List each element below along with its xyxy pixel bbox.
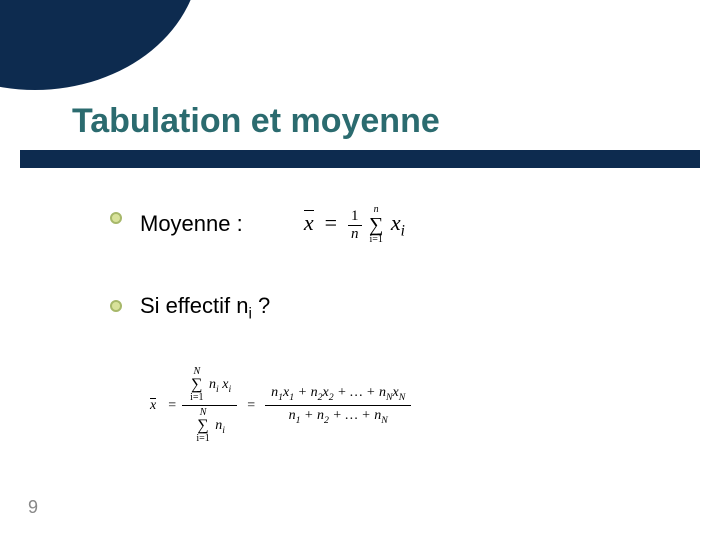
bullet-text-1: Moyenne : x = 1 n n ∑ i=1 xi	[140, 205, 405, 245]
bullet-item-1: Moyenne : x = 1 n n ∑ i=1 xi	[110, 205, 670, 245]
sigma2-lower-den: i=1	[196, 434, 209, 444]
corner-decoration	[0, 0, 250, 100]
bullet-1-label: Moyenne :	[140, 211, 243, 236]
sigma-lower: i=1	[369, 235, 383, 245]
sigma-icon: ∑	[369, 215, 383, 235]
formula-mean: x = 1 n n ∑ i=1 xi	[304, 205, 405, 245]
slide-number: 9	[28, 497, 38, 518]
bullet-2-label: Si effectif n	[140, 293, 248, 318]
bullet-item-2: Si effectif ni ?	[110, 293, 670, 323]
bullet-icon	[110, 300, 122, 312]
sigma2-lower-num: i=1	[190, 393, 203, 403]
formula-weighted-mean: x = N ∑ i=1 ni xi N ∑ i=1 ni = n1x1 + n2…	[150, 365, 630, 446]
title-underline	[20, 150, 700, 168]
bullet-text-2: Si effectif ni ?	[140, 293, 270, 323]
bullet-icon	[110, 212, 122, 224]
sigma-icon: ∑	[190, 377, 203, 393]
slide-title: Tabulation et moyenne	[72, 102, 440, 141]
sigma-icon: ∑	[196, 418, 209, 434]
frac-num-1: 1	[348, 208, 362, 226]
content-area: Moyenne : x = 1 n n ∑ i=1 xi Si effectif…	[110, 205, 670, 371]
bullet-2-tail: ?	[252, 293, 270, 318]
frac-den-n: n	[348, 226, 362, 243]
